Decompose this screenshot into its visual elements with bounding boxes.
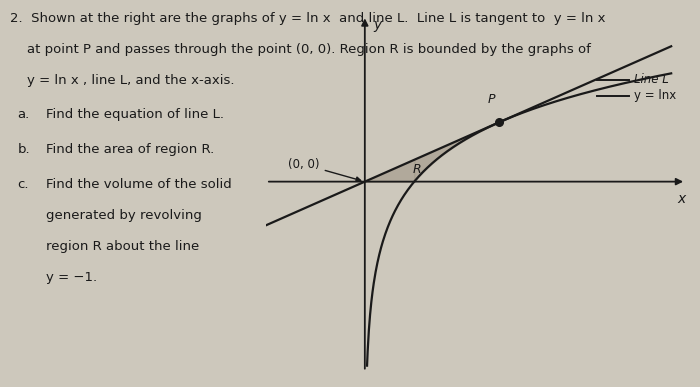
Text: x: x [677, 192, 685, 206]
Text: (0, 0): (0, 0) [288, 158, 360, 182]
Text: Find the volume of the solid: Find the volume of the solid [46, 178, 231, 191]
Text: region R about the line: region R about the line [46, 240, 199, 253]
Text: Find the equation of line L.: Find the equation of line L. [46, 108, 223, 122]
Text: at point P and passes through the point (0, 0). Region R is bounded by the graph: at point P and passes through the point … [10, 43, 592, 56]
Text: y = lnx: y = lnx [634, 89, 676, 102]
Text: c.: c. [18, 178, 29, 191]
Text: 2.  Shown at the right are the graphs of y = ln x  and line L.  Line L is tangen: 2. Shown at the right are the graphs of … [10, 12, 606, 25]
Text: a.: a. [18, 108, 29, 122]
Text: generated by revolving: generated by revolving [46, 209, 202, 222]
Text: Find the area of region R.: Find the area of region R. [46, 143, 214, 156]
Text: y = −1.: y = −1. [46, 271, 97, 284]
Text: b.: b. [18, 143, 30, 156]
Text: Line L: Line L [634, 73, 669, 86]
Text: R: R [412, 163, 421, 176]
Text: P: P [488, 92, 496, 106]
Text: y: y [374, 19, 382, 33]
Text: y = ln x , line L, and the x-axis.: y = ln x , line L, and the x-axis. [10, 74, 235, 87]
